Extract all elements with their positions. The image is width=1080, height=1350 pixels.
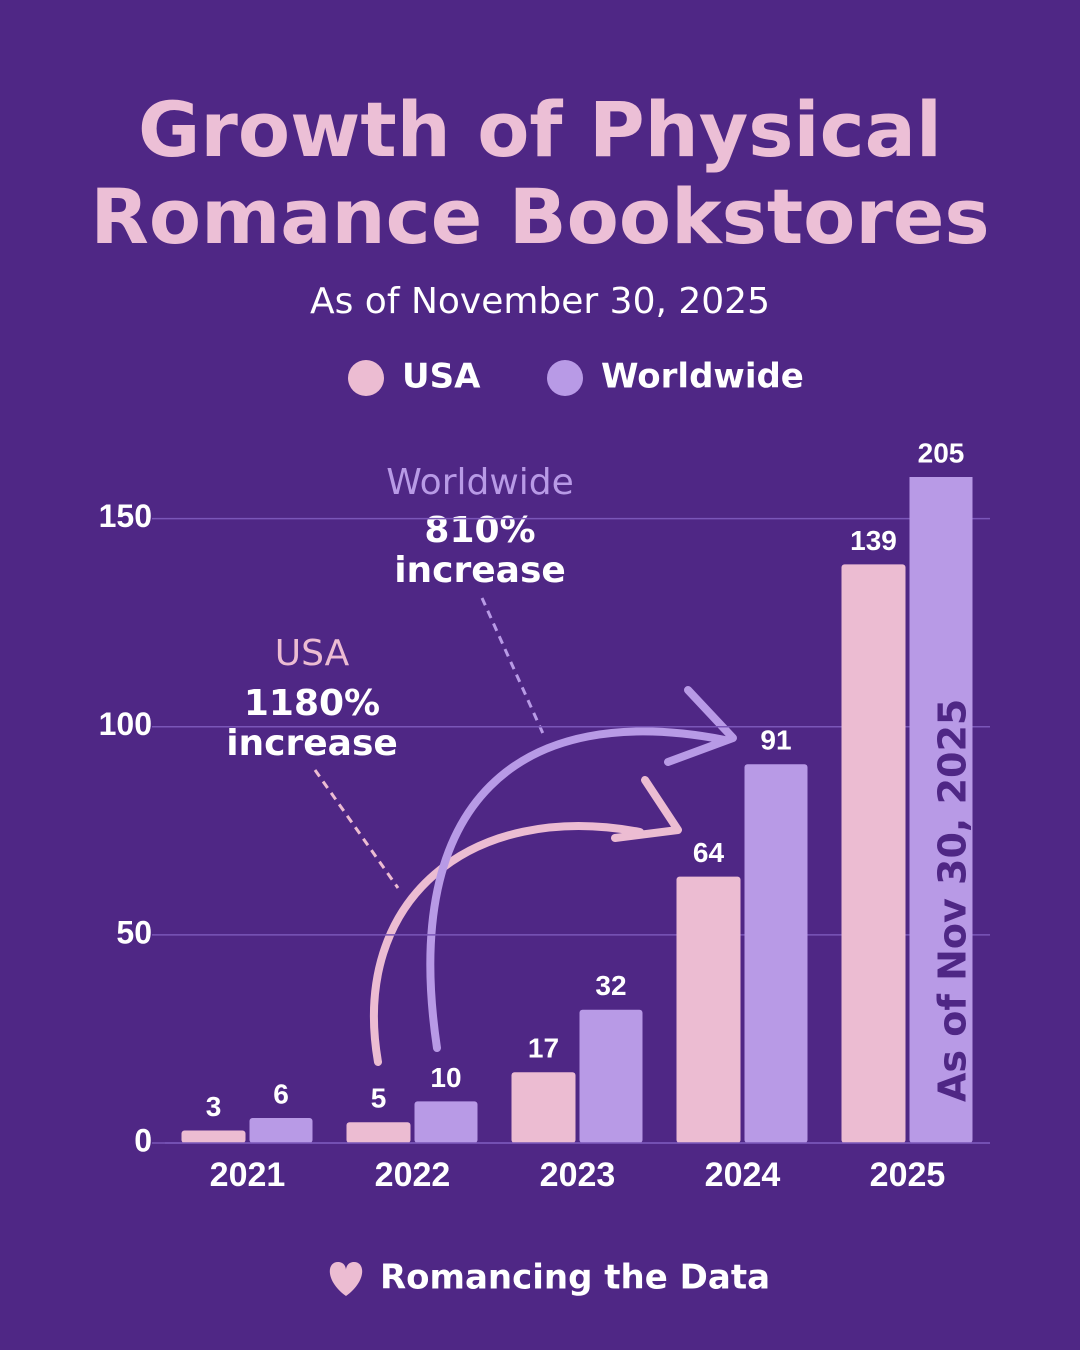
bar-note: As of Nov 30, 2025 (931, 699, 975, 1102)
annotation-text: increase (394, 550, 566, 591)
footer: Romancing the Data (380, 1258, 770, 1298)
annotation-value: 1180% (244, 683, 380, 724)
bar (346, 1122, 411, 1143)
heart-icon (329, 1262, 363, 1296)
value-label: 17 (528, 1033, 559, 1064)
chart-title: Romance Bookstores (90, 172, 989, 261)
value-label: 64 (693, 837, 725, 868)
annotation-label: USA (275, 633, 350, 674)
y-tick-label: 150 (99, 498, 152, 534)
y-tick-label: 50 (116, 914, 152, 950)
y-tick-label: 0 (134, 1122, 152, 1158)
bar (744, 764, 808, 1143)
annotation-text: increase (226, 723, 398, 764)
legend-label: USA (402, 357, 481, 397)
chart-title: Growth of Physical (138, 85, 942, 174)
annotation-label: Worldwide (386, 462, 574, 503)
arrow (369, 822, 644, 1066)
bar (909, 477, 973, 1143)
value-label: 32 (595, 970, 626, 1001)
bar (841, 564, 906, 1143)
annotation-value: 810% (424, 510, 535, 551)
x-tick-label: 2025 (870, 1156, 946, 1194)
bar (181, 1130, 246, 1143)
arrow-head (611, 776, 682, 842)
value-label: 6 (273, 1078, 289, 1109)
y-tick-label: 100 (99, 706, 152, 742)
bar (511, 1072, 576, 1143)
leader-line (313, 769, 400, 889)
arrow (426, 727, 729, 1052)
bar (676, 876, 741, 1143)
x-tick-label: 2024 (705, 1156, 781, 1194)
legend-label: Worldwide (601, 357, 804, 397)
bars (181, 477, 973, 1143)
value-label: 5 (371, 1083, 387, 1114)
value-label: 139 (850, 525, 897, 556)
x-tick-label: 2021 (210, 1156, 286, 1194)
x-tick-label: 2023 (540, 1156, 616, 1194)
value-label: 10 (430, 1062, 461, 1093)
x-tick-label: 2022 (375, 1156, 451, 1194)
subtitle: As of November 30, 2025 (310, 281, 770, 322)
leader-line (480, 597, 547, 739)
value-label: 91 (760, 725, 791, 756)
bar (249, 1118, 313, 1143)
legend-swatch (547, 360, 583, 396)
value-label: 205 (918, 437, 965, 468)
bar (414, 1101, 478, 1143)
bar (579, 1009, 643, 1143)
arrow-head (664, 686, 737, 766)
value-label: 3 (206, 1091, 222, 1122)
legend-swatch (348, 360, 384, 396)
